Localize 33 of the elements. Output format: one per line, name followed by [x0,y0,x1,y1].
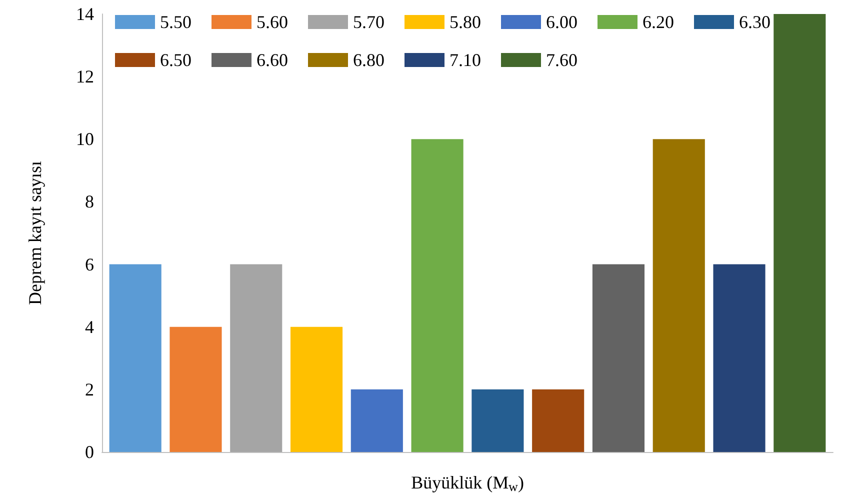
bar [532,389,584,452]
y-axis-title: Deprem kayıt sayısı [25,161,45,305]
bar [350,389,403,452]
legend-label: 5.50 [160,12,192,32]
bar [290,326,343,452]
bar [652,139,705,452]
legend-label: 6.30 [739,12,770,32]
legend-label: 7.10 [450,50,481,70]
bar [592,264,645,452]
legend-label: 7.60 [546,50,578,70]
legend-label: 5.60 [256,12,288,32]
legend-label: 6.60 [256,50,288,70]
legend-label: 6.00 [546,12,578,32]
y-tick-label: 2 [85,379,94,400]
bar [411,139,464,452]
legend-label: 6.80 [353,50,384,70]
legend-label: 5.70 [353,12,384,32]
bar [109,264,162,452]
y-tick-label: 10 [76,129,94,150]
legend-label: 6.20 [642,12,674,32]
bar [472,389,524,452]
y-tick-label: 6 [85,254,94,274]
y-tick-label: 14 [76,4,94,24]
legend-label: 5.80 [450,12,481,32]
bar [170,326,222,452]
bar [774,14,826,452]
legend-label: 6.50 [160,50,192,70]
bar [230,264,282,452]
y-tick-label: 4 [85,316,94,337]
bar [713,264,766,452]
y-tick-label: 0 [85,442,94,462]
y-tick-label: 12 [76,66,94,87]
y-tick-label: 8 [85,192,94,212]
